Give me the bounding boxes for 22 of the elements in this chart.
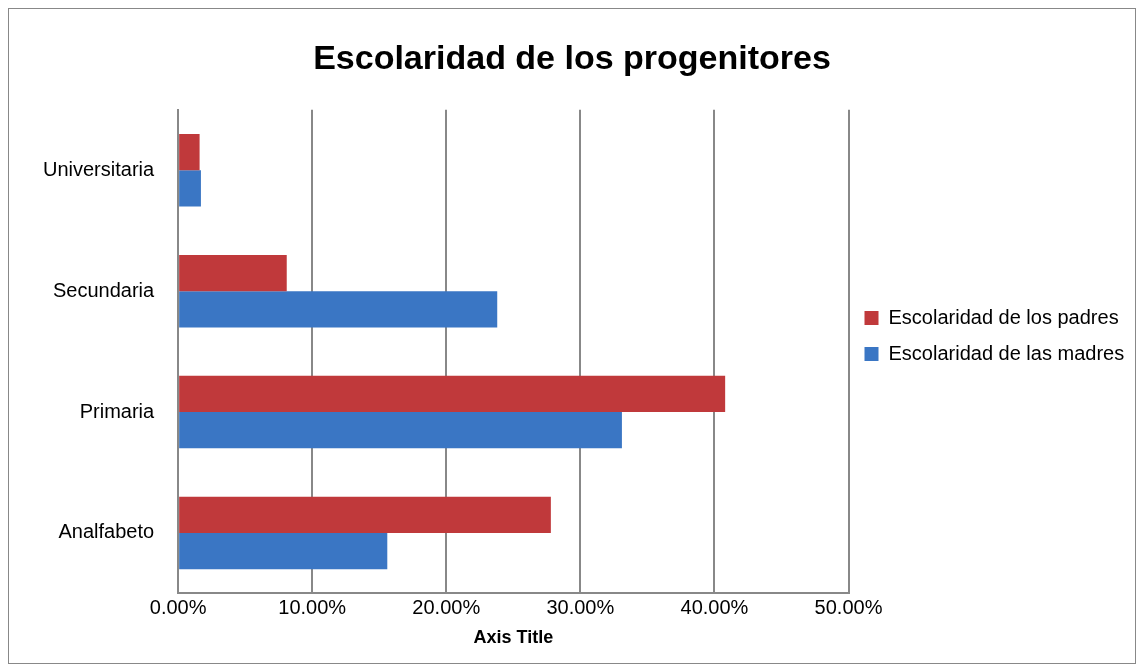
bar (179, 170, 201, 207)
bar (179, 254, 287, 292)
chart-title: Escolaridad de los progenitores (313, 37, 831, 76)
bar (179, 133, 200, 171)
x-axis-title: Axis Title (473, 627, 554, 648)
x-tick-label: 20.00% (412, 595, 481, 618)
x-tick-label: 40.00% (680, 595, 749, 618)
bar (179, 291, 498, 328)
x-tick-label: 10.00% (278, 595, 347, 618)
bar (179, 375, 726, 413)
y-tick-label: Secundaria (52, 278, 156, 301)
x-tick-label: 30.00% (546, 595, 615, 618)
x-tick-label: 0.00% (149, 595, 207, 618)
y-tick-label: Analfabeto (58, 520, 155, 543)
legend-label: Escolaridad de los padres (888, 305, 1119, 328)
bar (179, 496, 551, 533)
y-tick-label: Universitaria (42, 157, 156, 180)
legend-label: Escolaridad de las madres (888, 341, 1125, 364)
bar (179, 532, 388, 570)
y-tick-label: Primaria (79, 399, 156, 422)
bar (179, 412, 622, 449)
x-tick-label: 50.00% (814, 595, 883, 618)
